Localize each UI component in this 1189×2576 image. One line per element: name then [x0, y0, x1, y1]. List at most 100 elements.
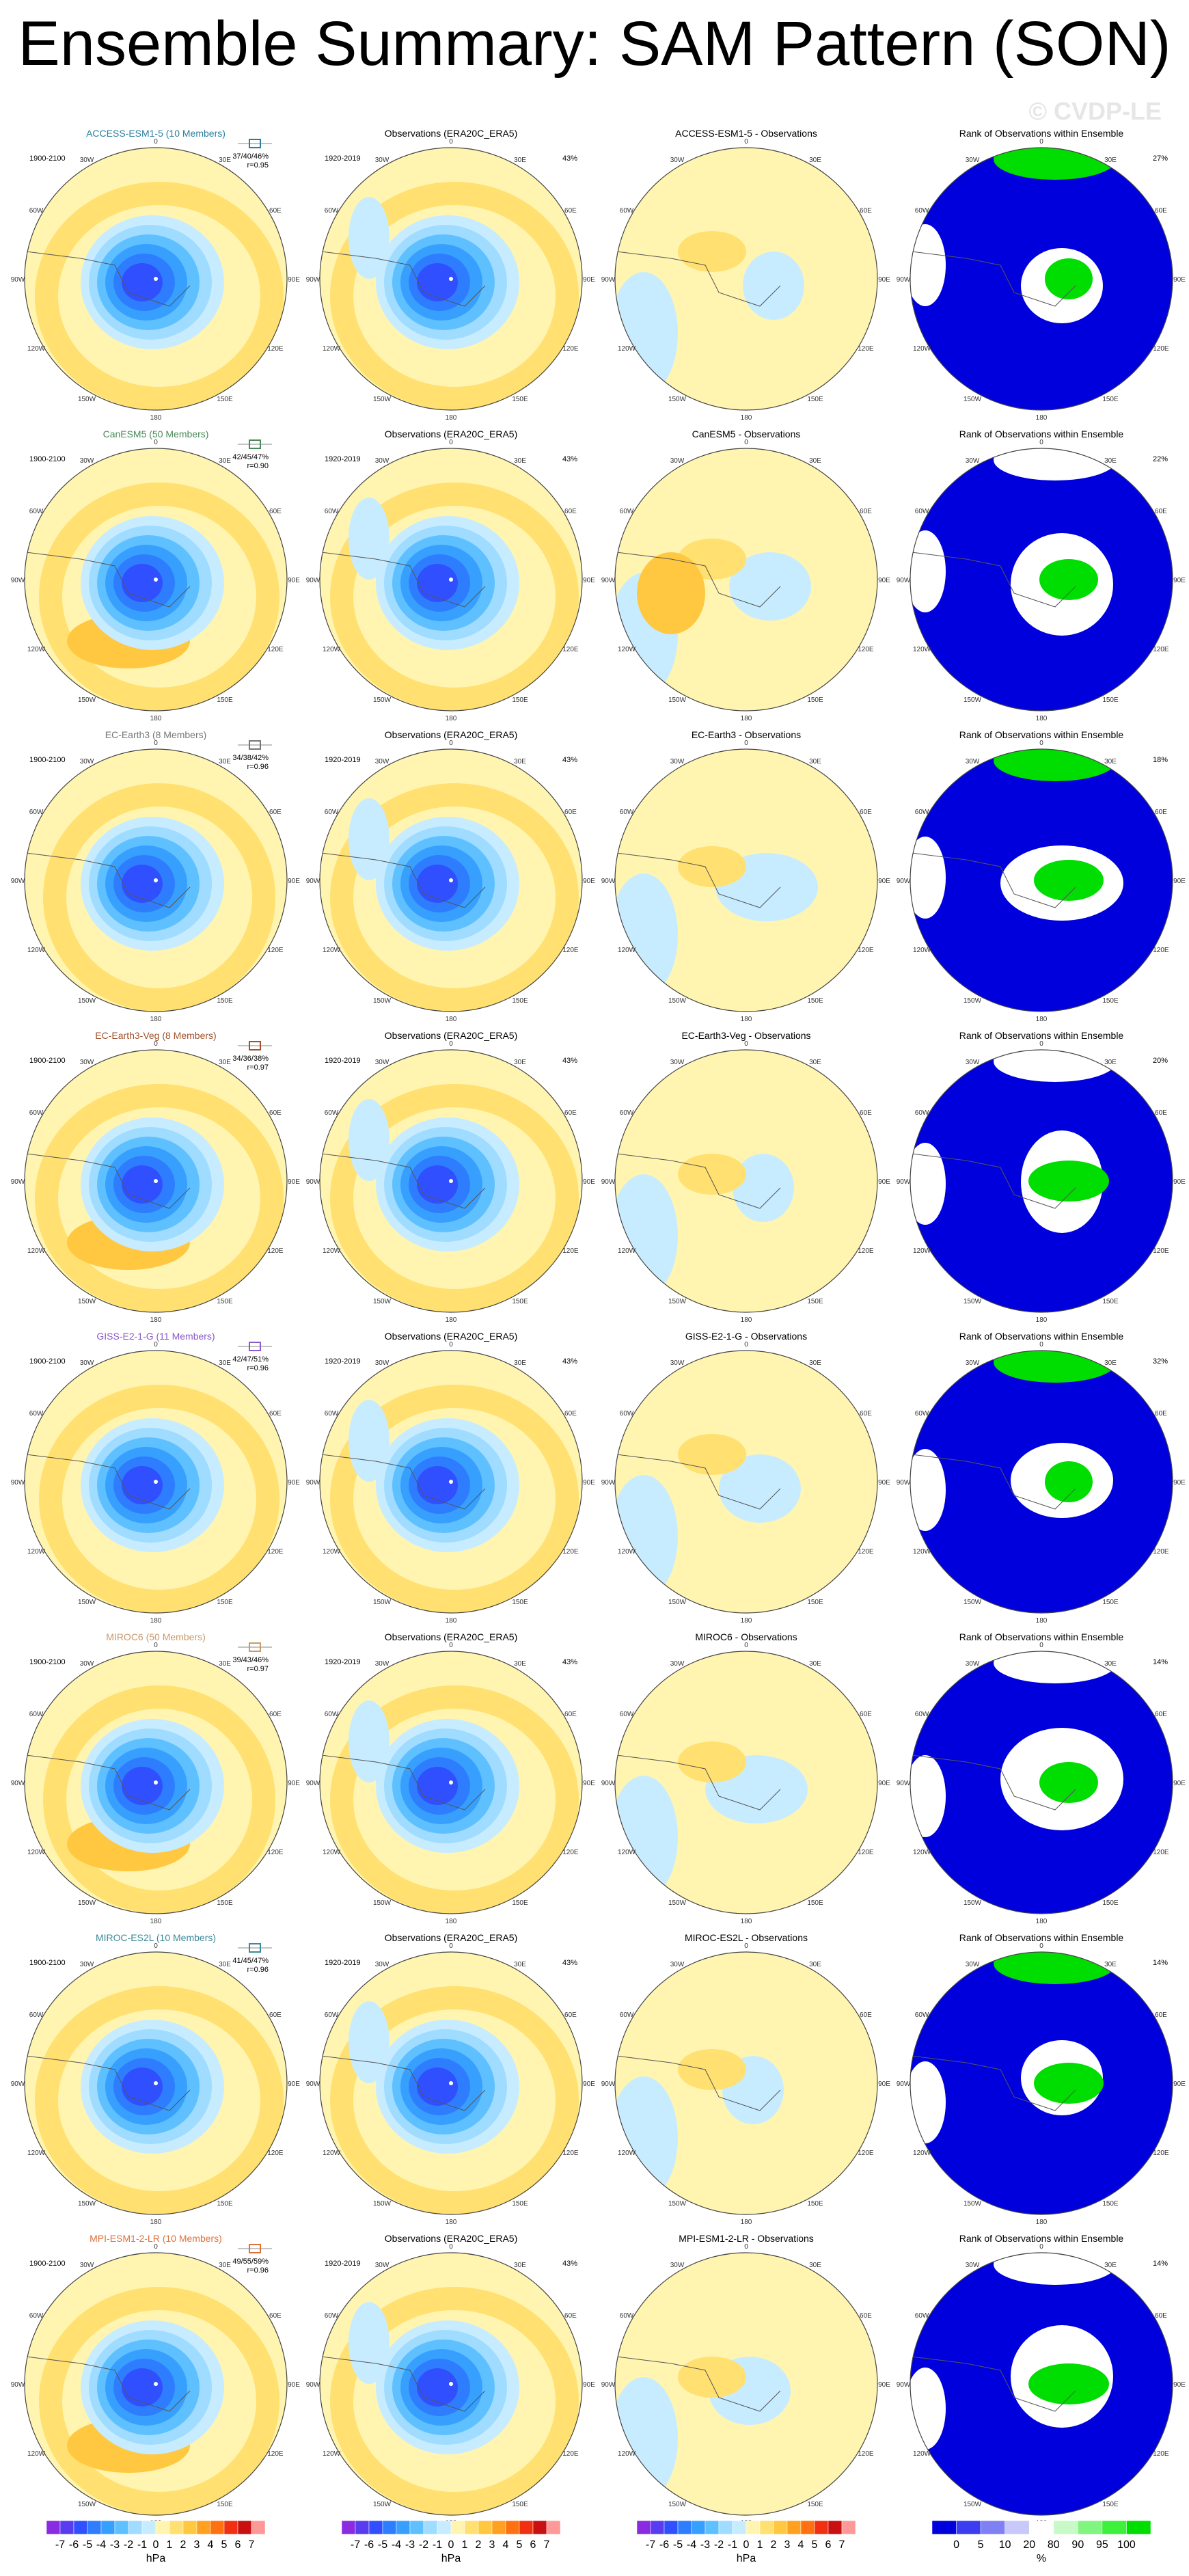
- negative-contour: [122, 865, 163, 903]
- coastline: [911, 2356, 1076, 2412]
- longitude-label: 120E: [858, 2450, 874, 2458]
- longitude-label: 30W: [375, 1359, 390, 1367]
- model-stats: 49/55/59%: [232, 2258, 269, 2266]
- longitude-label: 90W: [306, 1178, 320, 1186]
- longitude-label: 60E: [564, 1410, 577, 1418]
- colorbar-label: -6: [69, 2539, 79, 2551]
- longitude-label: 0: [449, 2243, 453, 2251]
- longitude-label: 90E: [288, 1479, 300, 1487]
- longitude-label: 120W: [27, 646, 46, 653]
- model-title: EC-Earth3 (8 Members): [105, 729, 207, 740]
- model-correlation: r=0.96: [247, 763, 269, 771]
- pole-dot: [449, 277, 453, 281]
- diff-title: MIROC-ES2L - Observations: [685, 1932, 808, 1943]
- longitude-label: 60E: [564, 1711, 577, 1718]
- longitude-label: 120E: [562, 2450, 579, 2458]
- map-panel: [25, 1351, 287, 1613]
- rank-blob: [994, 148, 1117, 180]
- pole-dot: [154, 277, 158, 281]
- positive-ring: [330, 1084, 579, 1312]
- longitude-label: 0: [1039, 2243, 1043, 2251]
- longitude-label: 30E: [809, 758, 821, 765]
- colorbar-box: [355, 2520, 370, 2535]
- longitude-label: 30W: [670, 2262, 685, 2269]
- positive-ring: [39, 1385, 279, 1613]
- longitude-label: 90W: [897, 2381, 911, 2389]
- positive-ring: [35, 1986, 284, 2214]
- longitude-label: 120E: [1153, 2150, 1169, 2157]
- longitude-label: 60W: [29, 809, 44, 816]
- longitude-label: 90W: [897, 1479, 911, 1487]
- colorbar-label: -7: [351, 2539, 360, 2551]
- longitude-label: 60W: [620, 2312, 634, 2320]
- longitude-label: 90E: [878, 276, 890, 284]
- colorbar-label: 7: [249, 2539, 255, 2551]
- longitude-label: 30E: [809, 1359, 821, 1367]
- map-outline: [910, 2252, 1173, 2516]
- longitude-label: 90E: [1173, 1178, 1186, 1186]
- coastline: [911, 852, 1076, 908]
- longitude-label: 30E: [809, 1961, 821, 1968]
- longitude-label: 120E: [1153, 2450, 1169, 2458]
- coastline: [320, 1153, 486, 1209]
- longitude-label: 60E: [860, 1109, 872, 1117]
- coastline: [320, 1454, 486, 1510]
- longitude-label: 30W: [670, 1359, 685, 1367]
- longitude-label: 90W: [897, 1780, 911, 1787]
- coastline: [616, 251, 781, 307]
- longitude-label: 150W: [373, 396, 392, 403]
- longitude-label: 60W: [620, 508, 634, 515]
- longitude-label: 150E: [512, 2200, 528, 2208]
- longitude-label: 180: [446, 414, 457, 422]
- longitude-label: 30E: [809, 1059, 821, 1066]
- longitude-label: 90W: [897, 2080, 911, 2088]
- longitude-label: 120E: [267, 2150, 284, 2157]
- diff-title: EC-Earth3-Veg - Observations: [681, 1030, 810, 1041]
- longitude-label: 90W: [897, 878, 911, 885]
- colorbar-label: 7: [839, 2539, 845, 2551]
- colorbar-label: 4: [798, 2539, 804, 2551]
- stats-box: [249, 1041, 261, 1050]
- obs-percent: 43%: [562, 1057, 577, 1065]
- coastline: [911, 1153, 1076, 1209]
- longitude-label: 150E: [1102, 1899, 1119, 1907]
- longitude-label: 60E: [1155, 1410, 1167, 1418]
- longitude-label: 30W: [80, 457, 94, 465]
- longitude-label: 120W: [323, 345, 341, 353]
- longitude-label: 0: [744, 1642, 748, 1649]
- colorbar-label: 0: [153, 2539, 159, 2551]
- longitude-label: 120E: [267, 1849, 284, 1856]
- rank-percent: 14%: [1153, 1658, 1168, 1666]
- longitude-label: 0: [154, 1040, 158, 1048]
- negative-contour: [417, 1767, 458, 1805]
- longitude-label: 0: [1039, 740, 1043, 747]
- longitude-label: 150W: [964, 396, 982, 403]
- longitude-label: 150W: [373, 1899, 392, 1907]
- rank-blob: [1034, 860, 1104, 901]
- longitude-label: 120E: [1153, 1548, 1169, 1556]
- longitude-label: 120W: [27, 2150, 46, 2157]
- longitude-label: 180: [150, 414, 162, 422]
- longitude-label: 0: [449, 1642, 453, 1649]
- longitude-label: 30E: [219, 1059, 231, 1066]
- land-blue: [348, 197, 390, 279]
- longitude-label: 150W: [964, 1298, 982, 1305]
- pole-dot: [154, 1780, 158, 1785]
- colorbar-unit: %: [1037, 2553, 1046, 2564]
- longitude-label: 120W: [913, 1849, 931, 1856]
- longitude-label: 60W: [29, 1410, 44, 1418]
- model-correlation: r=0.96: [247, 1364, 269, 1372]
- colorbar-box: [931, 2520, 957, 2535]
- longitude-label: 90W: [897, 1178, 911, 1186]
- longitude-label: 30E: [1104, 1059, 1117, 1066]
- longitude-label: 150W: [964, 2200, 982, 2208]
- longitude-label: 150E: [807, 396, 823, 403]
- colorbar-label: -3: [405, 2539, 415, 2551]
- pole-dot: [154, 2382, 158, 2386]
- colorbar-label: 5: [517, 2539, 523, 2551]
- longitude-label: 180: [446, 1316, 457, 1324]
- colorbar-label: -3: [110, 2539, 120, 2551]
- positive-ring: [39, 2287, 279, 2515]
- map-outline: [24, 1350, 288, 1614]
- colorbar-box: [773, 2520, 788, 2535]
